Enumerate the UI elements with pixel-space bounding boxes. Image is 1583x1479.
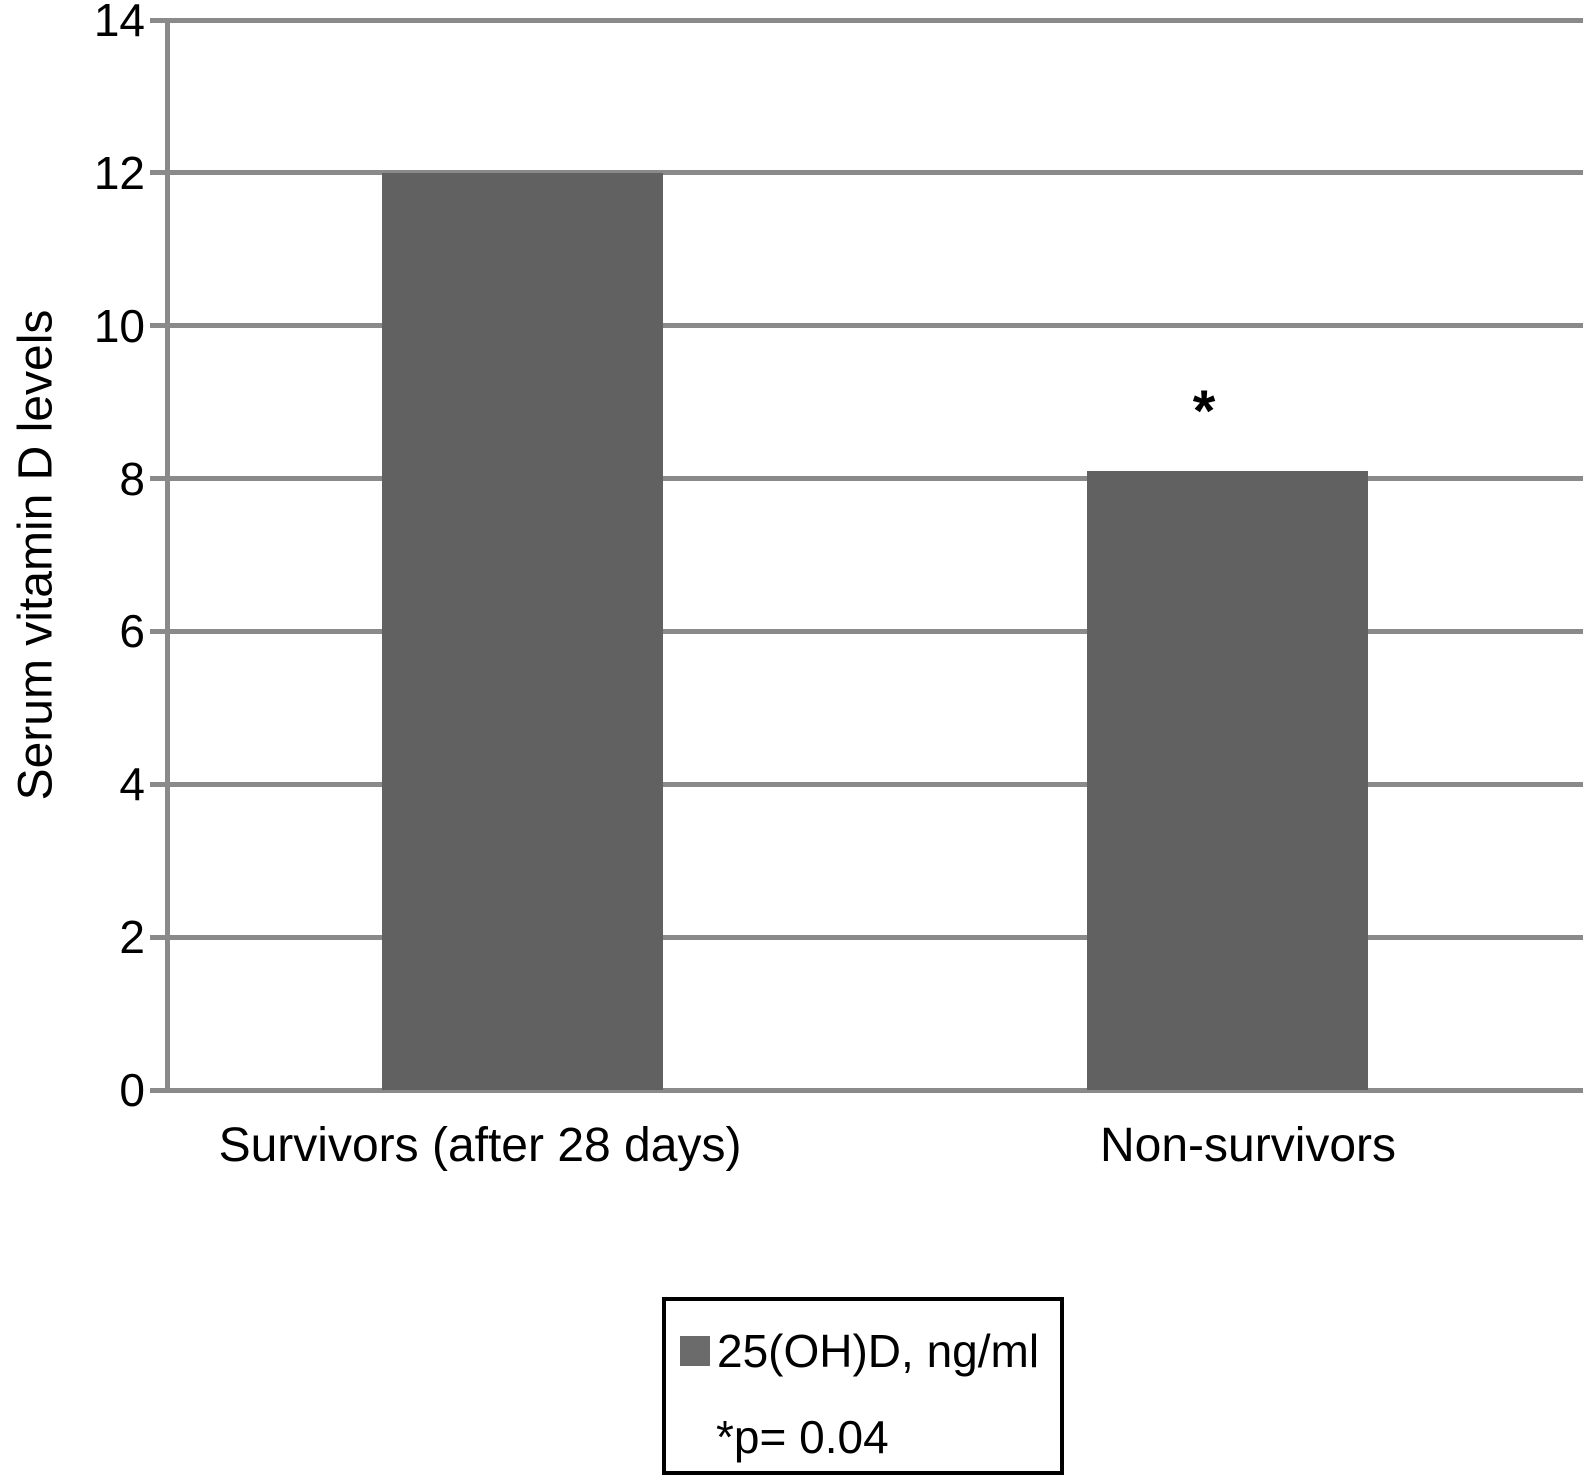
- x-category-label-0: Survivors (after 28 days): [218, 1119, 742, 1172]
- y-tick-label: 8: [119, 452, 145, 505]
- y-tick-label: 2: [119, 911, 145, 964]
- x-category-label-1: Non-survivors: [1099, 1119, 1397, 1172]
- legend-entry: 25(OH)D, ng/ml: [680, 1325, 1039, 1377]
- y-axis-line: [165, 17, 170, 1093]
- y-tick-label: 6: [119, 605, 145, 658]
- y-tick-label: 4: [119, 758, 145, 811]
- y-tick-label: 10: [93, 299, 145, 352]
- gridline: [167, 323, 1583, 329]
- legend-series-label: 25(OH)D, ng/ml: [717, 1325, 1040, 1377]
- significance-asterisk: *: [1192, 378, 1216, 444]
- y-tick-label: 14: [93, 0, 145, 46]
- y-axis-tick: [150, 934, 175, 940]
- y-tick-label: 12: [93, 146, 145, 199]
- bar-0: [382, 172, 663, 1090]
- gridline: [167, 1087, 1583, 1093]
- legend-swatch-icon: [680, 1336, 710, 1366]
- bar-1: [1087, 470, 1368, 1090]
- legend-box: 25(OH)D, ng/ml *p= 0.04: [662, 1297, 1064, 1475]
- gridline: [167, 476, 1583, 482]
- gridline: [167, 781, 1583, 787]
- gridline: [167, 17, 1583, 23]
- gridline: [167, 170, 1583, 176]
- y-axis-tick: [150, 170, 175, 176]
- y-axis-tick: [150, 323, 175, 329]
- y-axis-tick: [150, 476, 175, 482]
- y-axis-tick: [150, 628, 175, 634]
- y-axis-tick: [150, 1087, 175, 1093]
- y-axis-tick: [150, 17, 175, 23]
- gridline: [167, 934, 1583, 940]
- y-tick-label: 0: [119, 1064, 145, 1116]
- y-axis-tick: [150, 781, 175, 787]
- y-axis-title: Serum vitamin D levels: [9, 309, 63, 801]
- gridline: [167, 628, 1583, 634]
- legend-pvalue-note: *p= 0.04: [716, 1411, 889, 1463]
